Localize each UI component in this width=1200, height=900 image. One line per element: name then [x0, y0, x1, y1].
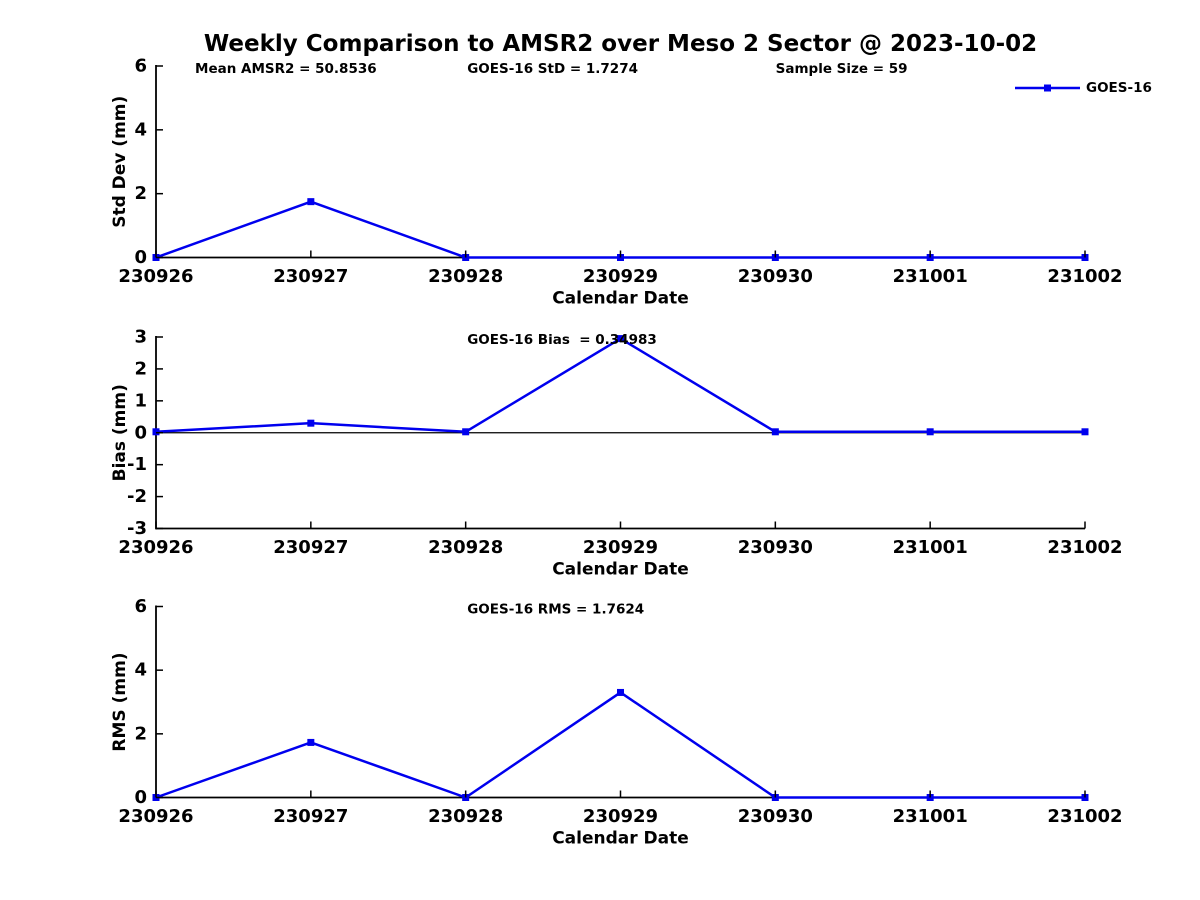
subplot-std-dev: 230926 230927 230928 230929 230930 231001 2310… — [110, 56, 1123, 309]
legend-label: GOES-16 — [1086, 80, 1152, 96]
y-tick-label: 2 — [134, 358, 147, 379]
data-point-marker — [1081, 428, 1089, 436]
y-tick-label: -3 — [127, 518, 147, 539]
x-axis-title: Calendar Date — [552, 829, 689, 849]
x-tick-label: 230928 — [428, 266, 503, 287]
x-tick-label: 230929 — [583, 537, 658, 558]
x-tick-label: 230928 — [428, 806, 503, 827]
y-tick-label: 0 — [134, 422, 147, 443]
x-tick-label: 230927 — [273, 537, 348, 558]
data-point-marker — [617, 335, 624, 343]
subplot-bias: 230926 230927 230928 230929 230930 231001 2310… — [110, 327, 1123, 580]
y-tick-label: 0 — [134, 787, 147, 808]
x-tick-label: 231002 — [1047, 266, 1122, 287]
x-tick-label: 230927 — [273, 266, 348, 287]
x-tick-label: 231001 — [893, 806, 968, 827]
x-tick-label: 230928 — [428, 537, 503, 558]
x-tick-label: 231001 — [893, 266, 968, 287]
stat-annotation: Mean AMSR2 = 50.8536 — [195, 61, 377, 77]
x-tick-label: 230926 — [118, 537, 193, 558]
data-point-marker — [307, 419, 315, 427]
x-tick-label: 230930 — [738, 537, 813, 558]
y-tick-label: -2 — [127, 486, 147, 507]
stat-annotation: GOES-16 Bias = 0.34983 — [467, 332, 657, 348]
y-tick-label: 4 — [134, 119, 147, 140]
x-tick-label: 230926 — [118, 806, 193, 827]
x-tick-label: 230929 — [583, 806, 658, 827]
x-axis-title: Calendar Date — [552, 560, 689, 580]
y-tick-label: -1 — [127, 454, 147, 475]
stat-annotation: GOES-16 RMS = 1.7624 — [467, 602, 644, 618]
data-point-marker — [152, 428, 160, 436]
data-line-goes16 — [155, 691, 1085, 799]
subplot-rms: 230926 230927 230928 230929 230930 231001 2310… — [110, 596, 1123, 849]
y-tick-label: 2 — [134, 723, 147, 744]
data-point-marker — [617, 688, 624, 696]
x-tick-label: 231002 — [1047, 537, 1122, 558]
y-tick-label: 4 — [134, 660, 147, 681]
stat-annotation: GOES-16 StD = 1.7274 — [467, 61, 638, 77]
data-point-marker — [771, 428, 779, 436]
x-tick-label: 230930 — [738, 266, 813, 287]
x-axis-title: Calendar Date — [552, 289, 689, 309]
x-tick-label: 231001 — [893, 537, 968, 558]
stat-annotation: Sample Size = 59 — [776, 61, 908, 77]
x-tick-label: 230926 — [118, 266, 193, 287]
y-axis-title: Std Dev (mm) — [110, 96, 130, 228]
x-tick-label: 230927 — [273, 806, 348, 827]
data-line-goes16 — [155, 200, 1085, 259]
y-tick-label: 1 — [134, 390, 147, 411]
data-point-marker — [462, 428, 470, 436]
y-tick-label: 2 — [134, 183, 147, 204]
y-tick-label: 6 — [134, 596, 147, 617]
data-point-marker — [307, 738, 315, 746]
x-tick-label: 230930 — [738, 806, 813, 827]
y-axis-title: Bias (mm) — [110, 384, 130, 481]
data-line-goes16 — [155, 337, 1085, 434]
data-point-marker — [307, 198, 315, 206]
x-tick-label: 231002 — [1047, 806, 1122, 827]
y-axis-title: RMS (mm) — [110, 652, 130, 751]
y-tick-label: 6 — [134, 56, 147, 77]
chart-title: Weekly Comparison to AMSR2 over Meso 2 S… — [203, 31, 1038, 57]
x-tick-label: 230929 — [583, 266, 658, 287]
y-tick-label: 0 — [134, 247, 147, 268]
legend-marker — [1044, 84, 1051, 92]
legend: GOES-16 — [1015, 80, 1152, 96]
data-point-marker — [926, 428, 934, 436]
y-tick-label: 3 — [134, 327, 147, 348]
